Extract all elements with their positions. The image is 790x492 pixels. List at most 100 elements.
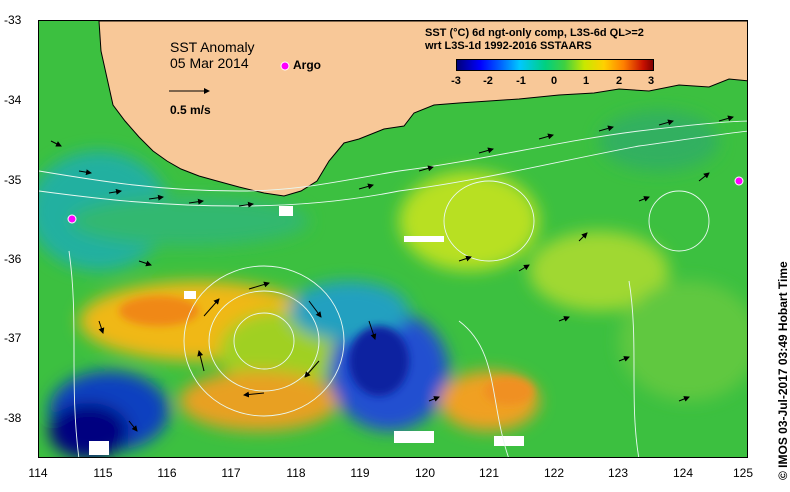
- current-arrow: [418, 165, 434, 172]
- current-arrow: [478, 147, 494, 154]
- colorbar-tick: -2: [483, 75, 493, 87]
- current-arrow: [698, 172, 710, 182]
- anomaly-patch: [349, 326, 409, 396]
- current-arrow: [458, 255, 472, 262]
- cloud-gap: [89, 441, 109, 455]
- contour-line: [233, 312, 295, 370]
- cloud-gaps: [89, 206, 524, 455]
- colorbar-tick: -3: [451, 75, 461, 87]
- colorbar-tick: 0: [550, 75, 558, 87]
- contour-line: [628, 280, 640, 457]
- map-date: 05 Mar 2014: [170, 55, 249, 71]
- y-tick-label: -37: [4, 331, 22, 345]
- current-arrow: [243, 391, 265, 398]
- y-tick-label: -35: [4, 173, 22, 187]
- anomaly-patch: [619, 281, 747, 401]
- colorbar-subtitle: wrt L3S-1d 1992-2016 SSTAARS: [425, 40, 592, 52]
- credit-text: © IMOS 03-Jul-2017 03:49 Hobart Time: [776, 261, 790, 480]
- contours: [39, 120, 747, 457]
- current-arrow: [304, 360, 320, 378]
- anomaly-patch: [399, 171, 539, 271]
- x-tick-label: 122: [543, 466, 565, 480]
- current-arrow: [50, 140, 62, 147]
- x-tick-label: 118: [286, 466, 306, 480]
- current-arrow: [148, 194, 164, 201]
- cloud-gap: [184, 291, 196, 299]
- anomaly-patch: [119, 296, 199, 326]
- x-tick-label: 123: [607, 466, 629, 480]
- current-arrow: [658, 119, 674, 126]
- colorbar-title: SST (°C) 6d ngt-only comp, L3S-6d QL>=2: [425, 27, 644, 39]
- current-vectors: [50, 88, 734, 432]
- contour-line: [458, 320, 509, 457]
- contour-line: [183, 265, 345, 417]
- anomaly-patch: [599, 111, 719, 171]
- anomaly-patch: [529, 231, 669, 311]
- sst-map[interactable]: [38, 20, 748, 458]
- y-tick-label: -36: [4, 252, 22, 266]
- argo-float-marker: [67, 214, 77, 224]
- current-arrow: [578, 232, 588, 242]
- anomaly-detail: [119, 296, 534, 405]
- current-arrow: [718, 115, 734, 122]
- current-arrow: [128, 420, 138, 432]
- current-arrow: [138, 260, 152, 267]
- sst-map-canvas: [39, 21, 747, 457]
- contour-line: [208, 290, 320, 392]
- current-arrow: [368, 320, 377, 340]
- x-tick-label: 114: [28, 466, 48, 480]
- x-tick-label: 120: [414, 466, 436, 480]
- speed-scale-label: 0.5 m/s: [170, 103, 211, 117]
- argo-float-marker: [280, 61, 290, 71]
- map-title: SST Anomaly: [170, 39, 255, 55]
- y-tick-label: -38: [4, 411, 22, 425]
- current-arrow: [188, 198, 204, 205]
- anomaly-patch: [179, 371, 339, 431]
- contour-line: [443, 180, 535, 262]
- cloud-gap: [279, 206, 293, 216]
- current-arrow: [678, 396, 690, 402]
- y-tick-label: -33: [4, 13, 22, 27]
- current-arrow: [538, 133, 554, 140]
- anomaly-patch: [484, 377, 534, 405]
- contour-line: [39, 120, 747, 192]
- current-arrow: [238, 201, 254, 208]
- current-arrow: [618, 356, 630, 362]
- x-tick-label: 125: [732, 466, 754, 480]
- x-tick-label: 116: [157, 466, 177, 480]
- x-tick-label: 117: [221, 466, 241, 480]
- colorbar: [456, 59, 654, 71]
- current-arrow: [558, 316, 570, 322]
- contour-line: [39, 130, 747, 207]
- x-tick-label: 124: [672, 466, 694, 480]
- current-arrow: [248, 281, 270, 290]
- cloud-gap: [494, 436, 524, 446]
- anomaly-field: [39, 111, 747, 457]
- current-arrow: [598, 125, 614, 132]
- colorbar-tick: 3: [647, 75, 655, 87]
- cloud-gap: [404, 236, 444, 242]
- x-tick-label: 119: [350, 466, 370, 480]
- argo-legend-label: Argo: [293, 58, 321, 72]
- contour-line: [68, 250, 80, 457]
- current-arrow: [98, 320, 105, 334]
- anomaly-patch: [69, 196, 309, 246]
- argo-floats: [67, 61, 744, 224]
- y-tick-label: -34: [4, 93, 22, 107]
- current-arrow: [518, 264, 530, 272]
- current-arrow: [78, 169, 92, 176]
- cloud-gap: [394, 431, 434, 443]
- current-arrow: [108, 188, 122, 195]
- current-arrow: [197, 350, 205, 372]
- current-arrow: [638, 196, 650, 202]
- current-arrow: [203, 298, 220, 317]
- x-tick-label: 121: [478, 466, 500, 480]
- contour-line: [648, 190, 710, 252]
- colorbar-tick: -1: [516, 75, 526, 87]
- current-arrow: [358, 183, 374, 190]
- colorbar-tick: 1: [582, 75, 590, 87]
- argo-float-marker: [734, 176, 744, 186]
- colorbar-tick: 2: [615, 75, 623, 87]
- x-tick-label: 115: [93, 466, 113, 480]
- current-arrow: [428, 396, 440, 402]
